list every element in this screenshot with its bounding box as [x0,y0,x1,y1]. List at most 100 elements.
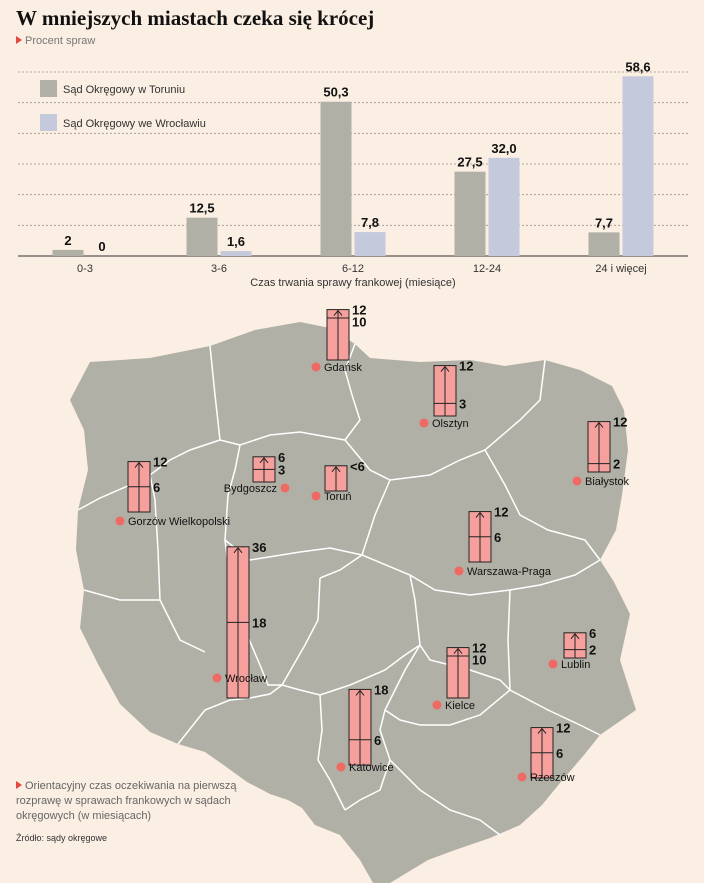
arrow-head [259,456,269,464]
max-value-label: 12 [352,303,366,318]
city-dot [311,491,321,501]
bar-chart: 0-3 2 0 3-6 12,5 1,6 6-12 50,3 7,8 12-24 27,5 32,0 2… [18,59,688,289]
x-tick-label: 3-6 [211,263,227,275]
arrow-head [355,689,365,696]
bar-value-label: 58,6 [625,59,650,74]
min-value-label: 10 [352,315,366,330]
court-marker: 12 2 Białystok [572,415,630,488]
bar [186,217,218,256]
arrow-head [331,465,341,473]
country-shape [70,322,636,883]
min-value-label: 2 [589,643,596,658]
map-land [70,322,636,883]
region-border [317,694,346,811]
court-marker: 12 6 Warszawa-Praga [454,505,552,578]
region-border [344,759,391,811]
legend-swatch [40,80,57,97]
region-border [507,589,601,736]
arrow-head [570,632,580,640]
max-value-label: 12 [459,359,473,374]
city-label: Kielce [445,700,475,712]
legend-label: Sąd Okręgowy we Wrocławiu [63,118,206,130]
city-label: Gorzów Wielkopolski [128,516,230,528]
region-border [280,577,421,696]
city-dot [517,772,527,782]
region-border [384,689,511,726]
region-border [361,554,601,596]
max-value-label: 12 [613,415,627,430]
city-label: Olsztyn [432,418,469,430]
arrow-head [453,647,463,654]
region-borders [77,343,601,836]
city-dot [311,362,321,372]
region-border [177,684,283,745]
city-label: Białystok [585,476,630,488]
min-value-label: 6 [556,746,563,761]
bar-value-label: 12,5 [189,201,214,216]
arrow-head [475,511,485,518]
min-value-label: 6 [494,530,501,545]
bar-value-label: 0 [98,239,105,254]
arrow-head [537,727,547,734]
bar [52,249,84,256]
max-value-label: 6 [589,626,596,641]
max-value-label: 18 [374,682,388,697]
city-dot [454,566,464,576]
region-border [344,359,546,481]
city-dot [548,659,558,669]
bar [622,76,654,256]
bar-value-label: 2 [64,233,71,248]
court-marker: 18 6 Katowice [336,682,394,774]
city-label: Katowice [349,762,394,774]
source-note: Źródło: sądy okręgowe [16,833,108,843]
city-label: Rzeszów [530,772,575,784]
min-value-label: 18 [252,615,266,630]
subtitle-text: Procent spraw [25,35,96,47]
city-label: Gdańsk [324,362,362,374]
region-border [409,574,511,691]
city-dot [432,700,442,710]
region-border [149,474,206,653]
red-triangle-icon [16,781,22,789]
max-value-label: 36 [252,540,266,555]
max-value-label: 6 [278,450,285,465]
x-tick-label: 0-3 [77,263,93,275]
max-value-label: 12 [472,641,486,656]
city-dot [419,418,429,428]
min-value-label: 6 [374,733,381,748]
bar [354,232,386,256]
max-value-label: 12 [153,455,167,470]
region-border [484,449,601,561]
x-tick-label: 24 i więcej [595,263,646,275]
city-label: Toruń [324,491,352,503]
court-marker: <6 Toruń [311,459,365,503]
bar [454,171,486,256]
bar-value-label: 32,0 [491,141,516,156]
min-value-label: 10 [472,653,486,668]
city-label: Warszawa-Praga [467,566,552,578]
x-tick-label: 6-12 [342,263,364,275]
bar-value-label: 1,6 [227,234,245,249]
legend-swatch [40,114,57,131]
court-marker: 12 6 Rzeszów [517,721,575,784]
city-dot [336,762,346,772]
court-marker: 36 18 Wrocław [212,540,267,699]
bar [220,251,252,256]
min-value-label: 6 [153,480,160,495]
bar [320,101,352,256]
city-dot [280,483,290,493]
court-marker: 12 3 Olsztyn [419,359,473,430]
bar-value-label: 7,7 [595,215,613,230]
map-note: Orientacyjny czas oczekiwania na pierwsz… [16,779,256,824]
region-border [379,644,501,836]
x-axis-label: Czas trwania sprawy frankowej (miesiące) [250,277,455,289]
bar-value-label: 50,3 [323,85,348,100]
arrow-head [134,461,144,468]
red-triangle-icon [16,36,22,44]
arrow-head [333,309,343,316]
